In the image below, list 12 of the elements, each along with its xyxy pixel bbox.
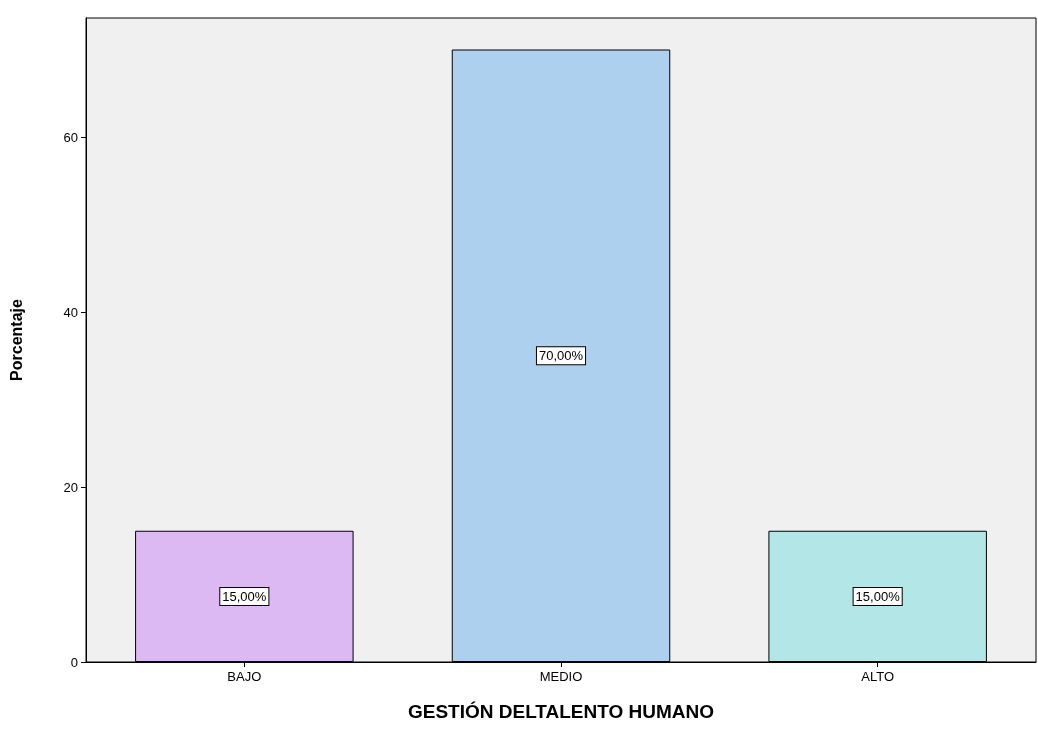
- data-label: 15,00%: [855, 588, 901, 604]
- x-tick-label: BAJO: [227, 669, 262, 684]
- data-label: 15,00%: [222, 588, 267, 604]
- y-tick-label: 20: [63, 479, 78, 495]
- x-axis-title: GESTIÓN DELTALENTO HUMANO: [407, 701, 715, 722]
- x-tick-label: MEDIO: [539, 669, 583, 684]
- y-tick-label: 60: [63, 129, 78, 145]
- y-tick-label: 0: [70, 654, 78, 670]
- x-tick-label: ALTO: [861, 669, 895, 684]
- y-tick-label: 40: [63, 304, 78, 320]
- data-label: 70,00%: [538, 348, 584, 364]
- y-axis-title: Porcentaje: [7, 298, 25, 381]
